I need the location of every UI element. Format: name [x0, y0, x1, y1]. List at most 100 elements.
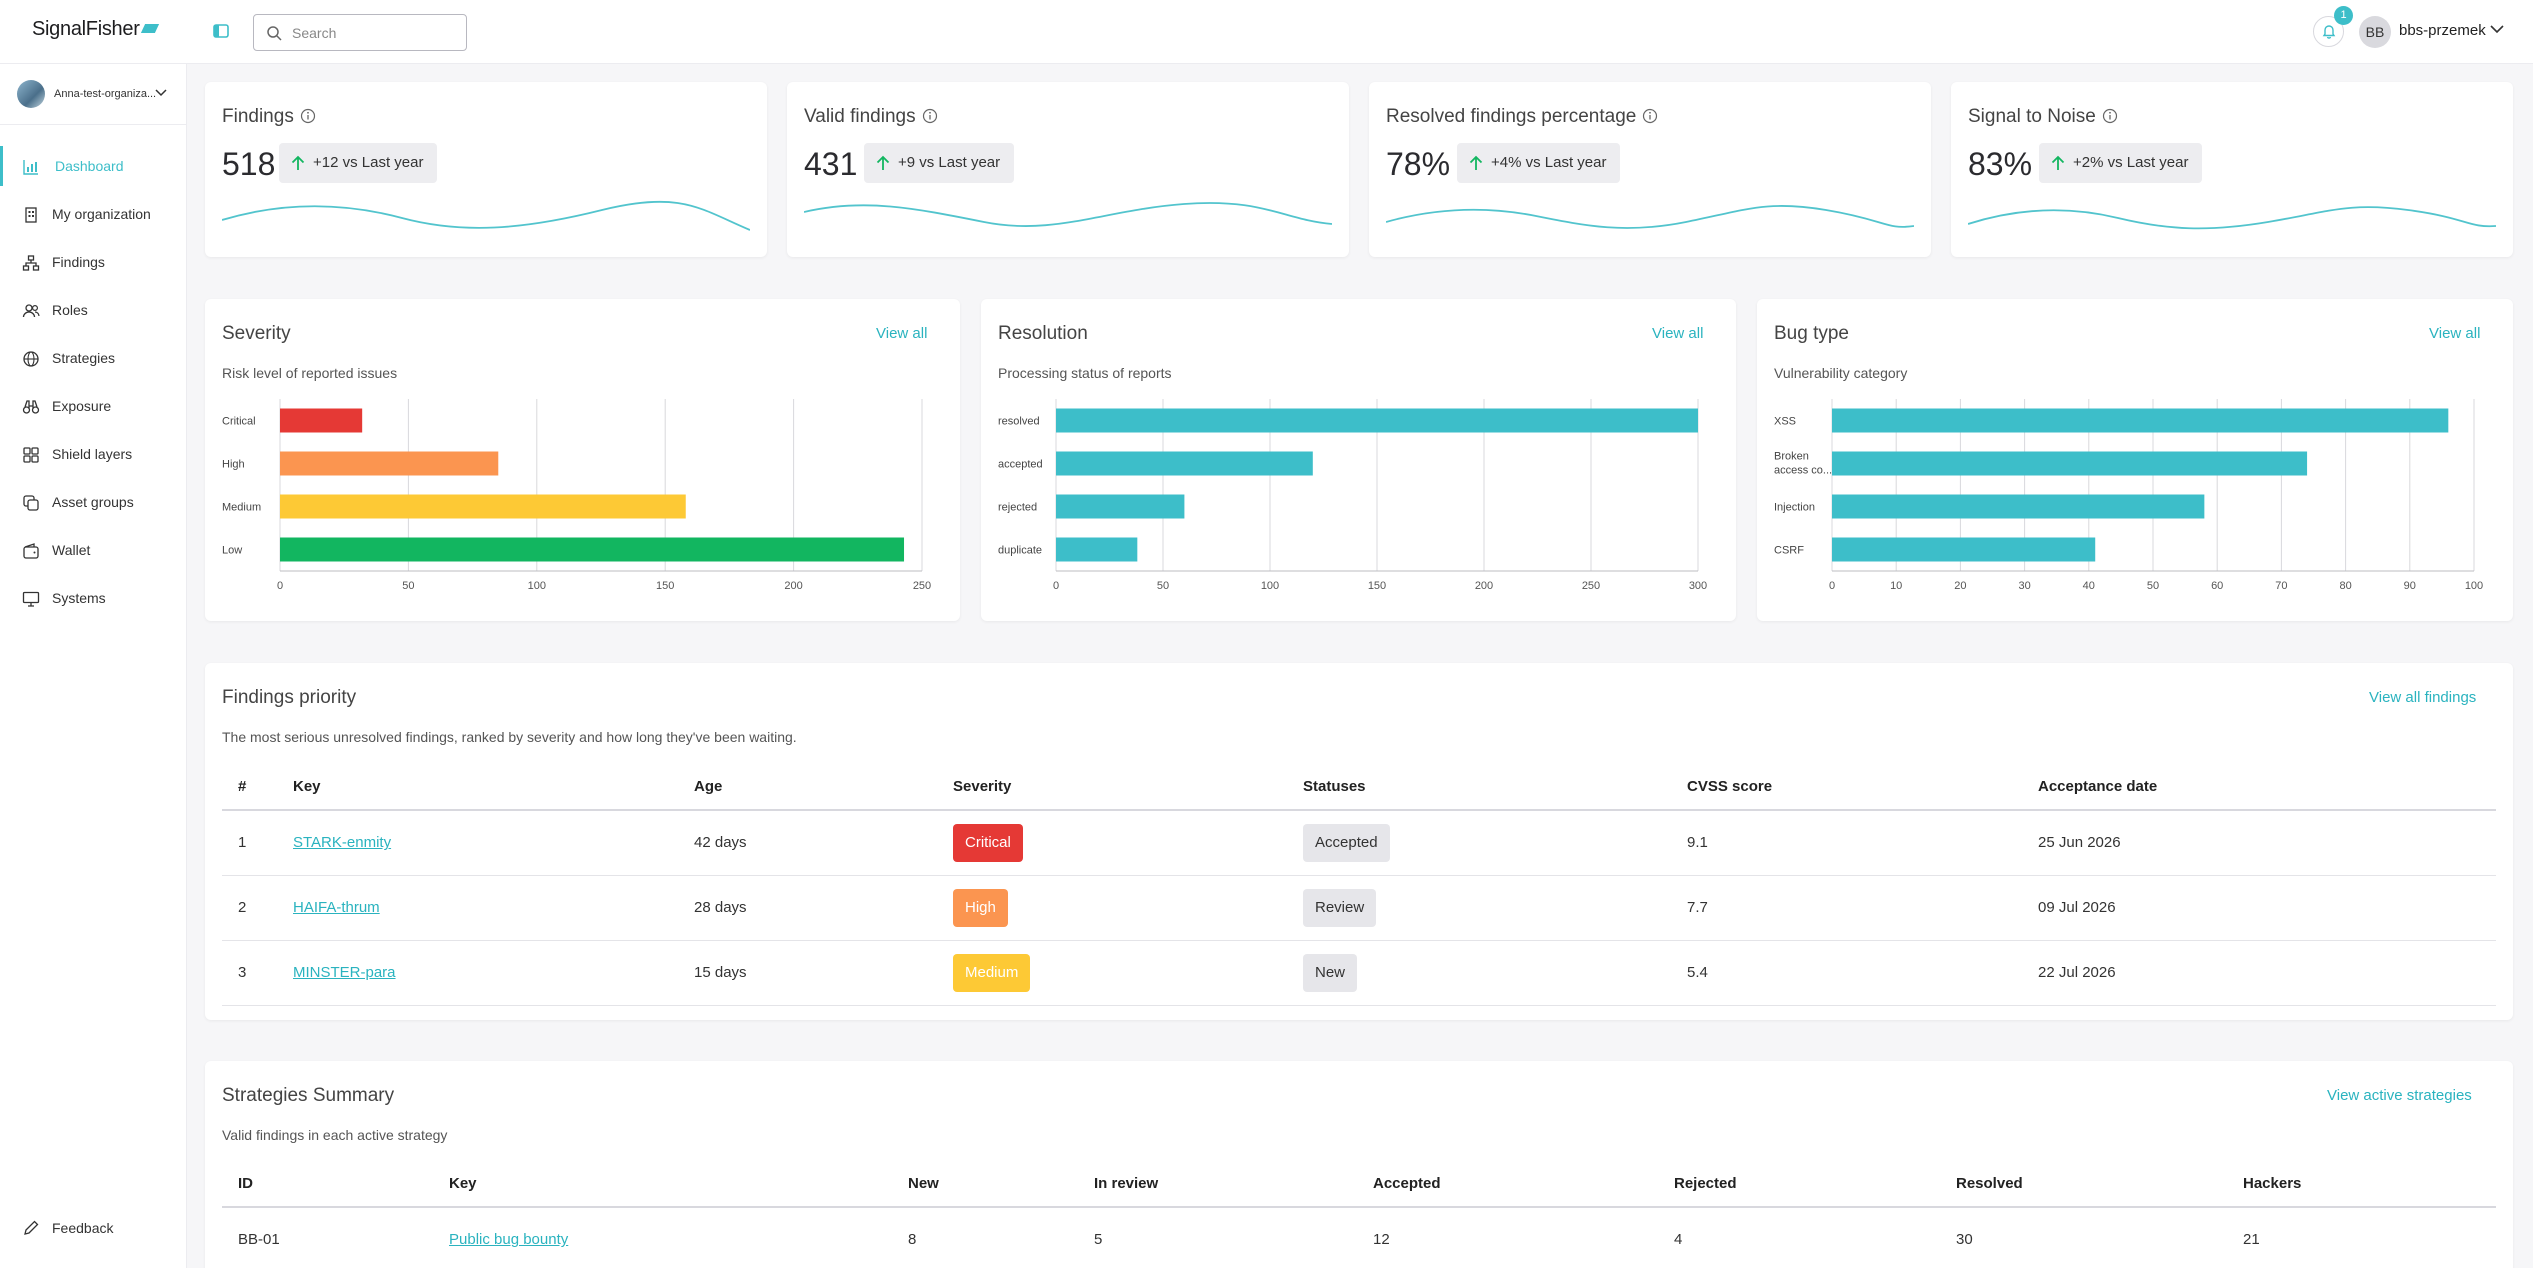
sidebar-item-label: My organization — [52, 206, 151, 222]
sidebar-item-my-organization[interactable]: My organization — [0, 194, 186, 234]
table-row[interactable]: 1 STARK-enmity 42 days Critical Accepted… — [222, 810, 2496, 876]
org-switcher[interactable]: Anna-test-organiza... — [17, 80, 177, 110]
strategy-id-cell: BB-01 — [222, 1207, 433, 1268]
column-header[interactable]: # — [222, 764, 277, 811]
date-cell: 25 Jun 2026 — [2022, 810, 2496, 876]
tick-label: 50 — [402, 580, 414, 592]
user-avatar[interactable]: BB — [2359, 16, 2391, 48]
tick-label: 60 — [2211, 580, 2223, 592]
strategies-table: ID Key New In review Accepted Rejected R… — [222, 1161, 2496, 1268]
column-header[interactable]: Accepted — [1357, 1161, 1658, 1208]
resolved-cell: 30 — [1940, 1207, 2227, 1268]
column-header[interactable]: Acceptance date — [2022, 764, 2496, 811]
table-row[interactable]: BB-01 Public bug bounty 8 5 12 4 30 21 — [222, 1207, 2496, 1268]
column-header[interactable]: Hackers — [2227, 1161, 2496, 1208]
column-header[interactable]: ID — [222, 1161, 433, 1208]
sidebar-item-systems[interactable]: Systems — [0, 578, 186, 618]
column-header[interactable]: CVSS score — [1671, 764, 2022, 811]
info-icon[interactable] — [300, 108, 316, 124]
table-row[interactable]: 2 HAIFA-thrum 28 days High Review 7.7 09… — [222, 875, 2496, 941]
column-header[interactable]: New — [892, 1161, 1078, 1208]
kpi-delta-badge: +9 vs Last year — [864, 143, 1015, 183]
search-box[interactable] — [253, 14, 467, 51]
layers-icon — [23, 495, 39, 511]
sparkline — [1968, 206, 2496, 230]
sidebar-item-asset-groups[interactable]: Asset groups — [0, 482, 186, 522]
sidebar-item-roles[interactable]: Roles — [0, 290, 186, 330]
sidebar-item-dashboard[interactable]: Dashboard — [0, 146, 186, 186]
table-row[interactable]: 3 MINSTER-para 15 days Medium New 5.4 22… — [222, 940, 2496, 1006]
status-cell: New — [1287, 940, 1671, 1006]
column-header[interactable]: Age — [678, 764, 937, 811]
row-number: 3 — [222, 940, 277, 1006]
feedback-button[interactable]: Feedback — [0, 1208, 186, 1248]
findings-priority-panel: Findings priority View all findings The … — [205, 663, 2513, 1020]
column-header[interactable]: Rejected — [1658, 1161, 1940, 1208]
column-header[interactable]: Statuses — [1287, 764, 1671, 811]
bar-critical — [280, 408, 363, 433]
column-header[interactable]: Resolved — [1940, 1161, 2227, 1208]
sidebar-divider — [0, 124, 186, 125]
info-icon[interactable] — [1642, 108, 1658, 124]
finding-key-link[interactable]: MINSTER-para — [293, 964, 396, 981]
sidebar-toggle-icon[interactable] — [212, 22, 230, 40]
tick-label: 40 — [2083, 580, 2095, 592]
info-icon[interactable] — [922, 108, 938, 124]
info-icon[interactable] — [2102, 108, 2118, 124]
column-header[interactable]: Key — [277, 764, 678, 811]
age-cell: 42 days — [678, 810, 937, 876]
column-header[interactable]: Severity — [937, 764, 1287, 811]
category-label: Critical — [222, 416, 256, 428]
pencil-icon — [24, 1220, 39, 1235]
feedback-label: Feedback — [52, 1220, 114, 1236]
tick-label: 90 — [2404, 580, 2416, 592]
bell-icon — [2322, 25, 2336, 39]
tick-label: 50 — [2147, 580, 2159, 592]
severity-cell: High — [937, 875, 1287, 941]
sidebar-item-label: Systems — [52, 590, 106, 606]
finding-key-cell: STARK-enmity — [277, 810, 678, 876]
user-name[interactable]: bbs-przemek — [2399, 22, 2486, 39]
strategy-key-link[interactable]: Public bug bounty — [449, 1231, 569, 1249]
severity-badge: Critical — [953, 823, 1023, 862]
status-badge: Accepted — [1303, 823, 1390, 862]
bar-duplicate — [1056, 537, 1138, 562]
bar-low — [280, 537, 905, 562]
view-all-link[interactable]: View all — [2429, 325, 2481, 342]
sidebar-item-label: Roles — [52, 302, 88, 318]
hierarchy-icon — [22, 255, 40, 271]
sidebar-item-label: Asset groups — [52, 494, 134, 510]
panel-subtitle: Valid findings in each active strategy — [222, 1127, 448, 1143]
finding-key-link[interactable]: STARK-enmity — [293, 834, 392, 852]
globe-icon — [23, 351, 39, 367]
sidebar-item-exposure[interactable]: Exposure — [0, 386, 186, 426]
panel-title: Severity — [222, 323, 291, 344]
view-active-strategies-link[interactable]: View active strategies — [2327, 1087, 2472, 1104]
severity-badge: Medium — [953, 953, 1031, 992]
sidebar-item-strategies[interactable]: Strategies — [0, 338, 186, 378]
column-header[interactable]: Key — [433, 1161, 892, 1208]
sidebar-item-shield-layers[interactable]: Shield layers — [0, 434, 186, 474]
notification-badge: 1 — [2334, 6, 2353, 25]
tick-label: 200 — [784, 580, 802, 592]
view-all-findings-link[interactable]: View all findings — [2369, 689, 2477, 706]
chevron-down-icon[interactable] — [2490, 24, 2504, 34]
view-all-link[interactable]: View all — [1652, 325, 1704, 342]
arrow-up-icon — [1469, 155, 1483, 170]
app-logo[interactable]: SignalFisher — [32, 18, 159, 41]
kpi-card-findings: Findings 518 +12 vs Last year — [205, 82, 767, 257]
kpi-delta-badge: +12 vs Last year — [279, 143, 438, 183]
view-all-link[interactable]: View all — [876, 325, 928, 342]
sidebar-item-findings[interactable]: Findings — [0, 242, 186, 282]
arrow-up-icon — [2051, 155, 2065, 170]
bar-high — [280, 451, 499, 476]
search-input[interactable] — [292, 23, 457, 43]
sidebar-item-wallet[interactable]: Wallet — [0, 530, 186, 570]
age-cell: 15 days — [678, 940, 937, 1006]
sidebar-item-label: Wallet — [52, 542, 91, 558]
column-header[interactable]: In review — [1078, 1161, 1357, 1208]
rejected-cell: 4 — [1658, 1207, 1940, 1268]
kpi-card-valid-findings: Valid findings 431 +9 vs Last year — [787, 82, 1349, 257]
finding-key-link[interactable]: HAIFA-thrum — [293, 899, 380, 916]
notifications-button[interactable] — [2313, 16, 2344, 47]
